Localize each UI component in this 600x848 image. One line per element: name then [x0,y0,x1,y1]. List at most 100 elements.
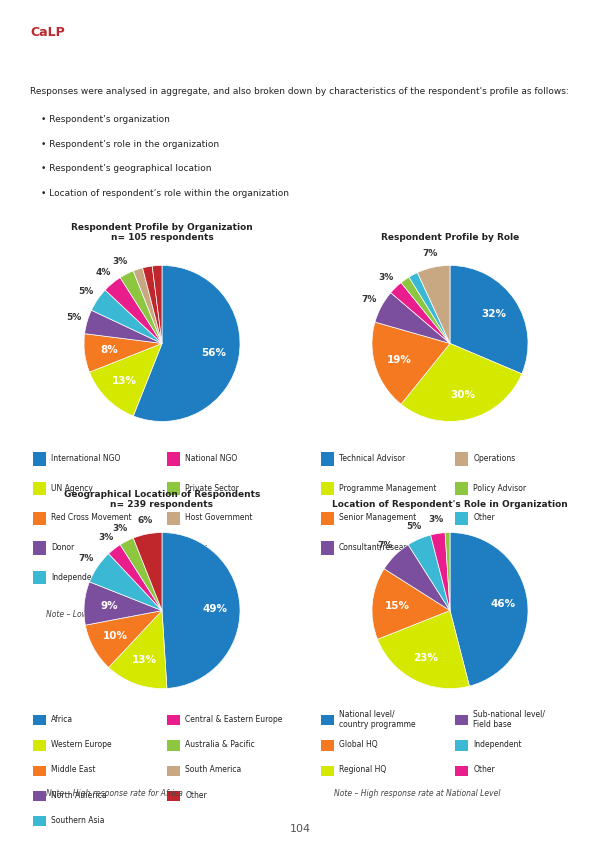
Wedge shape [133,265,240,421]
Text: 32%: 32% [482,310,507,319]
FancyBboxPatch shape [455,482,468,495]
Text: 5%: 5% [66,313,81,322]
Wedge shape [89,343,162,416]
FancyBboxPatch shape [167,740,180,750]
FancyBboxPatch shape [321,453,334,466]
Text: Operations: Operations [473,454,515,463]
FancyBboxPatch shape [33,453,46,466]
Text: Donor: Donor [51,543,74,552]
Text: Red Cross Movement: Red Cross Movement [51,513,131,522]
Text: 23%: 23% [413,653,439,663]
Wedge shape [377,611,469,689]
Text: Responses were analysed in aggregate, and also broken down by characteristics of: Responses were analysed in aggregate, an… [30,86,569,96]
Wedge shape [84,333,162,372]
Wedge shape [450,533,528,686]
Text: Other: Other [473,766,495,774]
FancyBboxPatch shape [167,766,180,776]
Text: • Respondent’s geographical location: • Respondent’s geographical location [41,165,211,173]
Wedge shape [91,290,162,343]
Text: Note – High response rate at National Level: Note – High response rate at National Le… [334,789,500,798]
Text: • Respondent’s organization: • Respondent’s organization [41,115,170,124]
Text: 6%: 6% [137,516,152,525]
FancyBboxPatch shape [321,715,334,725]
Text: Regional HQ: Regional HQ [339,766,386,774]
Text: 3%: 3% [98,533,113,543]
FancyBboxPatch shape [33,766,46,776]
Text: Other: Other [473,513,495,522]
Text: THE STATE OF THE WORLD'S CASH REPORT: THE STATE OF THE WORLD'S CASH REPORT [183,36,417,47]
Text: 46%: 46% [490,599,515,609]
FancyBboxPatch shape [33,715,46,725]
Text: Policy Advisor: Policy Advisor [473,483,526,493]
Text: Note – Low response rate for Host Governments: Note – Low response rate for Host Govern… [46,611,230,619]
Text: 7%: 7% [78,555,94,563]
Wedge shape [89,554,162,611]
Text: 4%: 4% [95,268,111,277]
FancyBboxPatch shape [455,715,468,725]
Text: 13%: 13% [131,656,157,666]
FancyBboxPatch shape [455,740,468,750]
Wedge shape [401,343,522,421]
Wedge shape [85,310,162,343]
Text: Technical Advisor: Technical Advisor [339,454,406,463]
Wedge shape [384,544,450,611]
Text: International NGO: International NGO [51,454,121,463]
Text: Programme Management: Programme Management [339,483,436,493]
Text: 8%: 8% [100,345,118,355]
FancyBboxPatch shape [167,791,180,801]
FancyBboxPatch shape [33,816,46,826]
Text: North America: North America [51,790,107,800]
Text: Consultant/researcher: Consultant/researcher [339,543,425,552]
Wedge shape [375,293,450,343]
Wedge shape [372,322,450,404]
FancyBboxPatch shape [33,791,46,801]
Text: 7%: 7% [377,541,392,550]
Title: Geographical Location of Respondents
n= 239 respondents: Geographical Location of Respondents n= … [64,490,260,510]
FancyBboxPatch shape [167,482,180,495]
Text: Africa: Africa [51,715,73,724]
FancyBboxPatch shape [0,7,96,65]
FancyBboxPatch shape [455,766,468,776]
Wedge shape [133,268,162,343]
Wedge shape [143,266,162,343]
Wedge shape [85,611,162,667]
Text: 3%: 3% [428,515,443,524]
Text: 3%: 3% [113,257,128,266]
Text: Other: Other [185,790,207,800]
FancyBboxPatch shape [33,740,46,750]
Wedge shape [109,611,167,689]
Text: Senior Management: Senior Management [339,513,416,522]
Text: 49%: 49% [203,604,227,614]
FancyBboxPatch shape [321,482,334,495]
Text: Central & Eastern Europe: Central & Eastern Europe [185,715,283,724]
Text: Middle East: Middle East [51,766,95,774]
Wedge shape [105,277,162,343]
FancyBboxPatch shape [167,715,180,725]
Text: South America: South America [185,766,241,774]
Text: Independent: Independent [473,740,522,750]
FancyBboxPatch shape [321,766,334,776]
Text: Australia & Pacific: Australia & Pacific [185,740,255,750]
Text: 15%: 15% [385,600,410,611]
Wedge shape [120,538,162,611]
FancyBboxPatch shape [167,542,180,555]
Wedge shape [152,265,162,343]
FancyBboxPatch shape [455,453,468,466]
Text: 9%: 9% [100,600,118,611]
Wedge shape [409,272,450,343]
FancyBboxPatch shape [455,511,468,525]
FancyBboxPatch shape [321,511,334,525]
Wedge shape [109,544,162,611]
Text: Global HQ: Global HQ [339,740,377,750]
FancyBboxPatch shape [321,740,334,750]
Text: Other: Other [185,543,207,552]
Wedge shape [450,265,528,374]
Text: 5%: 5% [406,522,421,531]
Text: CaLP: CaLP [31,26,65,39]
Wedge shape [84,582,162,625]
Wedge shape [162,533,240,689]
Wedge shape [391,282,450,343]
Title: Respondent Profile by Organization
n= 105 respondents: Respondent Profile by Organization n= 10… [71,223,253,243]
FancyBboxPatch shape [321,542,334,555]
Text: 7%: 7% [422,249,438,258]
